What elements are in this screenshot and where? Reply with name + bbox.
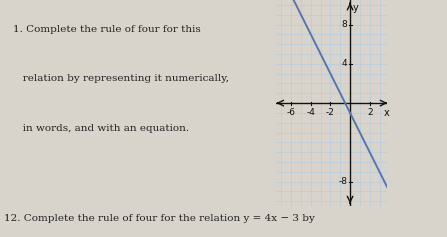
Text: 8: 8 (342, 20, 348, 29)
Text: 4: 4 (342, 59, 348, 68)
Text: 1. Complete the rule of four for this: 1. Complete the rule of four for this (13, 25, 201, 34)
Text: -4: -4 (306, 108, 315, 117)
Text: -8: -8 (339, 177, 348, 186)
Text: x: x (384, 108, 389, 118)
Text: in words, and with an equation.: in words, and with an equation. (13, 124, 190, 133)
Text: -2: -2 (326, 108, 335, 117)
Text: 2: 2 (367, 108, 372, 117)
Text: -6: -6 (287, 108, 295, 117)
Text: 12. Complete the rule of four for the relation y = 4x − 3 by: 12. Complete the rule of four for the re… (4, 214, 315, 223)
Text: relation by representing it numerically,: relation by representing it numerically, (13, 74, 229, 83)
Text: y: y (353, 3, 358, 13)
